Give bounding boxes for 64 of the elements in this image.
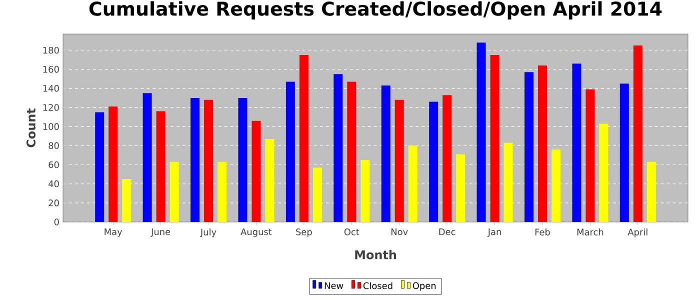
legend-label: New <box>324 282 344 290</box>
y-tick-label: 180 <box>43 46 59 54</box>
bar <box>646 162 656 222</box>
y-tick-label: 80 <box>48 142 59 150</box>
x-tick-label: Jan <box>487 228 501 237</box>
bar <box>504 142 513 222</box>
x-tick-label: March <box>577 228 604 236</box>
y-tick-label: 140 <box>43 85 59 92</box>
bar <box>394 100 404 222</box>
bar <box>408 146 418 222</box>
bar <box>360 160 370 222</box>
bar <box>381 86 390 222</box>
bar <box>142 93 152 222</box>
chart-title: Cumulative Requests Created/Closed/Open April 2014 <box>89 1 662 20</box>
bar <box>95 112 104 222</box>
x-tick-label: June <box>150 228 170 237</box>
bar <box>456 154 466 222</box>
y-tick-label: 100 <box>43 123 59 130</box>
bar <box>299 54 308 222</box>
x-tick-label: July <box>200 228 216 238</box>
bar <box>190 98 200 222</box>
y-tick-label: 60 <box>48 161 59 168</box>
x-tick-label: Dec <box>439 228 456 236</box>
bar <box>286 82 295 222</box>
y-tick-label: 40 <box>48 180 59 188</box>
bar <box>347 82 356 222</box>
x-tick-label: May <box>104 228 122 237</box>
x-tick-label: Sep <box>296 228 312 238</box>
bar <box>265 138 274 222</box>
y-tick-label: 0 <box>54 218 59 226</box>
y-tick-label: 120 <box>43 104 59 111</box>
bar <box>633 45 642 222</box>
x-tick-label: Feb <box>535 228 550 236</box>
legend-label: Closed <box>363 282 392 290</box>
bar <box>218 162 227 222</box>
bar <box>572 64 582 222</box>
bar <box>122 179 132 222</box>
x-axis-title: Month <box>355 250 396 260</box>
bar <box>599 124 608 222</box>
bar <box>524 72 534 222</box>
bar <box>312 168 322 222</box>
x-tick-label: Nov <box>391 228 408 236</box>
y-tick-label: 20 <box>48 200 59 206</box>
bar <box>490 54 500 222</box>
bar <box>252 120 261 222</box>
y-axis-title: Count <box>26 108 36 148</box>
bar <box>170 162 179 222</box>
bar <box>476 42 486 222</box>
x-tick-label: Oct <box>344 228 360 236</box>
bar <box>108 106 118 222</box>
bar <box>334 74 343 222</box>
legend-label: Open <box>412 282 436 291</box>
bar <box>551 149 560 222</box>
bar <box>586 89 595 222</box>
bar <box>204 100 214 222</box>
bar <box>429 102 438 222</box>
bar <box>156 111 166 222</box>
bar <box>538 65 547 222</box>
x-tick-label: August <box>240 228 272 237</box>
bar <box>620 84 629 222</box>
bar <box>442 95 452 222</box>
x-tick-label: April <box>628 228 648 238</box>
y-tick-label: 160 <box>43 66 59 73</box>
bar <box>238 98 248 222</box>
